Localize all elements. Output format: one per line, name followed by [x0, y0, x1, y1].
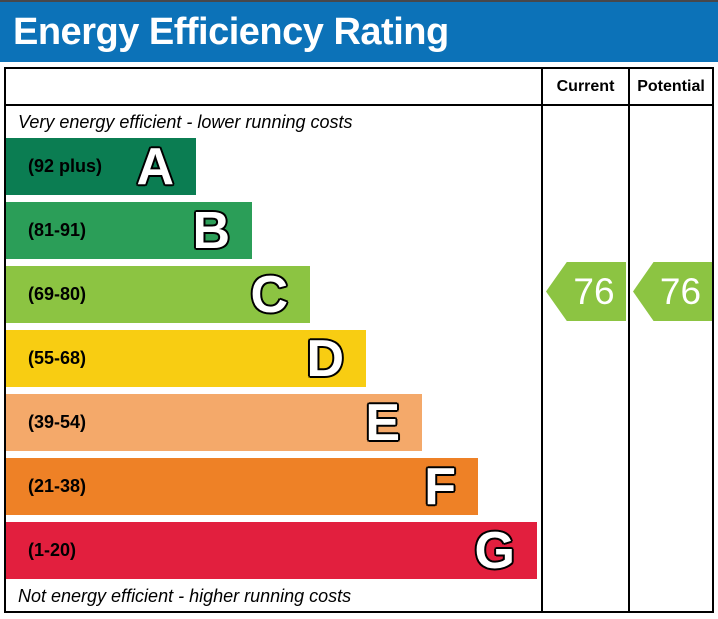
band-range-label: (1-20) [28, 540, 77, 560]
title-bar: Energy Efficiency Rating [0, 2, 718, 62]
band-letter: A [135, 137, 175, 196]
rating-table: Current Potential Very energy efficient … [4, 67, 714, 613]
band-range-label: (55-68) [28, 348, 87, 368]
band-range-label: (69-80) [28, 284, 87, 304]
band-range-label: (39-54) [28, 412, 87, 432]
band-row: (39-54) E [6, 394, 422, 451]
band-row: (1-20) G [6, 522, 537, 579]
header-divider-line [6, 104, 712, 106]
band-row: (92 plus) A [6, 138, 196, 195]
band-letter: D [305, 329, 345, 388]
current-rating-marker: 76 [546, 262, 626, 321]
band-letter: F [423, 457, 457, 516]
band-row: (21-38) F [6, 458, 478, 515]
column-header-potential: Potential [637, 77, 705, 95]
band-range-label: (81-91) [28, 220, 87, 240]
band-letter: G [474, 521, 516, 580]
band-list: (92 plus) A (81-91) B (69-80) C (55-68) … [6, 138, 543, 579]
current-rating-value: 76 [573, 270, 615, 312]
band-row: (81-91) B [6, 202, 252, 259]
band-row: (55-68) D [6, 330, 366, 387]
band-letter: B [191, 201, 231, 260]
potential-rating-marker: 76 [633, 262, 712, 321]
band-row: (69-80) C [6, 266, 310, 323]
page-title: Energy Efficiency Rating [13, 10, 449, 53]
band-letter: C [249, 265, 289, 324]
column-header-current: Current [556, 77, 615, 95]
top-note: Very energy efficient - lower running co… [18, 112, 353, 132]
band-letter: E [364, 393, 401, 452]
column-divider-potential [628, 69, 630, 611]
column-divider-current [541, 69, 543, 611]
potential-rating-value: 76 [659, 270, 702, 312]
top-edge-line [0, 0, 718, 2]
bottom-note: Not energy efficient - higher running co… [18, 586, 352, 606]
band-range-label: (92 plus) [28, 156, 103, 176]
band-range-label: (21-38) [28, 476, 87, 496]
